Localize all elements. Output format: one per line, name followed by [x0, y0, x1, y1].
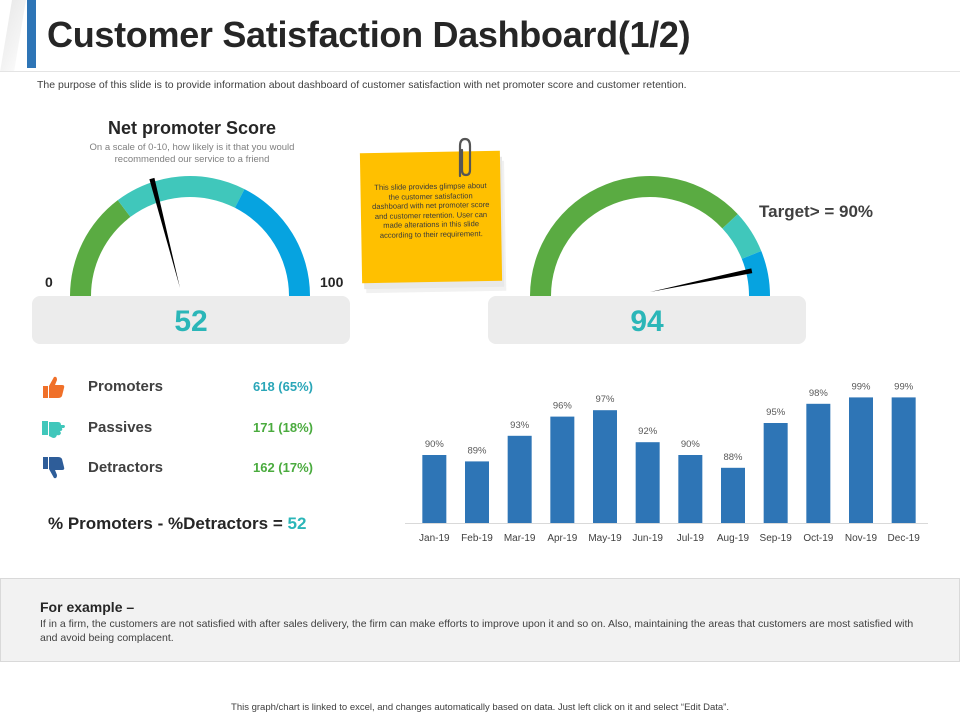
nps-title: Net promoter Score — [107, 118, 277, 138]
chart-data-label: 95% — [766, 407, 786, 418]
gauge-segment-blue — [234, 189, 310, 296]
nps-subtitle: On a scale of 0-10, how likely is it tha… — [89, 142, 295, 165]
nps-score-value: 52 — [174, 305, 208, 338]
chart-bar — [678, 455, 703, 523]
chart-bar — [849, 397, 873, 523]
title-accent-bar — [27, 0, 36, 68]
chart-bar — [763, 423, 788, 523]
retention-gauge-needle — [650, 268, 753, 292]
chart-bar — [806, 403, 831, 523]
legend-label: Detractors — [88, 459, 164, 476]
example-text: If in a firm, the customers are not sati… — [40, 618, 914, 644]
thumbs-down-icon — [43, 457, 65, 479]
chart-bar — [721, 467, 745, 523]
nps-gauge — [70, 175, 310, 296]
chart-data-label: 90% — [425, 439, 445, 450]
chart-bar — [593, 410, 617, 523]
chart-tick-label: Jan-19 — [419, 533, 450, 544]
paperclip-icon — [458, 137, 472, 178]
chart-data-label: 89% — [467, 445, 487, 456]
gauges-svg — [70, 175, 770, 296]
chart-bar — [507, 435, 532, 523]
chart-bar — [550, 416, 575, 523]
chart-data-label: 99% — [894, 381, 914, 392]
legend-value: 618 (65%) — [253, 379, 313, 394]
chart-tick-label: Aug-19 — [717, 533, 750, 544]
chart-data-label: 90% — [681, 439, 701, 450]
thumbs-up-icon — [43, 376, 65, 398]
nps-gauge-needle — [149, 177, 180, 288]
retention-gauge — [530, 176, 770, 296]
chart-tick-label: Jun-19 — [632, 533, 663, 544]
chart-data-label: 92% — [638, 426, 658, 437]
gauge-segment-teal — [117, 175, 245, 217]
gauge-segment-green — [530, 176, 738, 296]
example-panel: For example – If in a firm, the customer… — [0, 578, 960, 662]
chart-tick-label: Apr-19 — [547, 533, 577, 544]
chart-tick-label: Jul-19 — [677, 533, 705, 544]
sticky-note-text: This slide provides glimpse about the cu… — [372, 181, 490, 240]
chart-data-label: 98% — [809, 388, 829, 399]
example-title: For example – — [40, 599, 135, 615]
chart-data-label: 96% — [553, 401, 573, 412]
page-title: Customer Satisfaction Dashboard(1/2) — [47, 14, 691, 55]
nps-score-box: 52 — [32, 296, 350, 344]
legend-label: Promoters — [88, 378, 164, 395]
nps-max-label: 100 — [320, 274, 344, 290]
gauge-segment-blue — [741, 251, 770, 296]
hand-side-icon — [42, 421, 65, 438]
chart-tick-label: Oct-19 — [803, 533, 833, 544]
title-divider — [0, 71, 960, 72]
target-label: Target> = 90% — [759, 202, 874, 221]
legend-value: 171 (18%) — [253, 420, 313, 435]
chart-bar — [465, 461, 489, 523]
chart-tick-label: May-19 — [588, 533, 622, 544]
chart-data-label: 99% — [851, 381, 871, 392]
chart-tick-label: Feb-19 — [461, 533, 493, 544]
legend-label: Passives — [88, 419, 153, 436]
chart-bar — [422, 455, 447, 523]
chart-bar — [635, 442, 660, 523]
retention-score-box: 94 — [488, 296, 806, 344]
chart-tick-label: Nov-19 — [845, 533, 878, 544]
chart-data-label: 97% — [595, 394, 615, 405]
nps-min-label: 0 — [45, 274, 53, 290]
gauge-segment-teal — [722, 214, 762, 259]
footer-note: This graph/chart is linked to excel, and… — [231, 702, 729, 713]
legend-value: 162 (17%) — [253, 460, 313, 475]
formula-text: % Promoters - %Detractors = — [48, 514, 288, 533]
formula-value: 52 — [287, 514, 307, 533]
chart-bar — [891, 397, 916, 523]
chart-tick-label: Sep-19 — [760, 533, 793, 544]
retention-score-value: 94 — [630, 305, 664, 338]
purpose-text: The purpose of this slide is to provide … — [37, 79, 687, 91]
chart-data-label: 93% — [510, 420, 530, 431]
retention-bar-chart: 90% Jan-19 89% Feb-19 93% Mar-19 96% Apr-19 97% M… — [405, 381, 928, 544]
chart-data-label: 88% — [723, 452, 743, 463]
chart-tick-label: Mar-19 — [504, 533, 536, 544]
sticky-note: This slide provides glimpse about the cu… — [359, 150, 503, 284]
gauge-segment-green — [70, 200, 131, 296]
nps-formula: % Promoters - %Detractors = 52 — [48, 514, 306, 534]
chart-tick-label: Dec-19 — [888, 533, 921, 544]
